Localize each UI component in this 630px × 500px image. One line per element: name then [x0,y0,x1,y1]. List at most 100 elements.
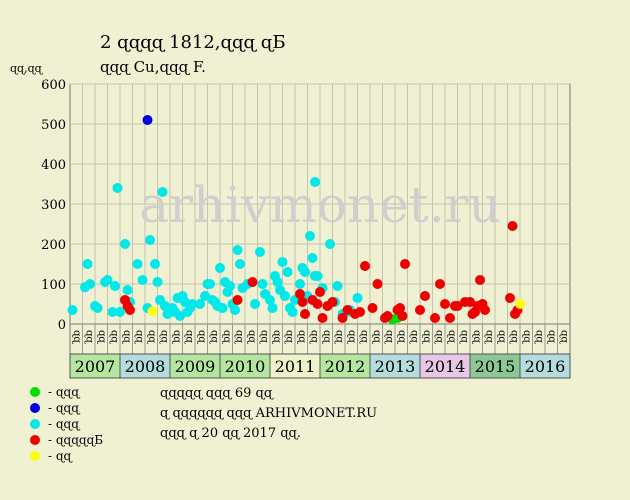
year-cell [319,353,371,379]
quarter-label: ɋɋ [146,330,157,344]
year-cell [519,353,571,379]
data-point [250,299,260,309]
data-point [232,295,243,305]
legend-marker [30,387,40,397]
data-point [307,253,318,263]
legend-label: - ɋɋɋ [48,385,79,399]
data-point [147,306,158,317]
data-point [205,279,215,289]
note-source: ɋ ɋɋɋɋɋɋ ɋɋɋ ARHIVMONET.RU [160,406,378,421]
year-cell [119,353,171,379]
quarter-label: ɋɋ [308,330,319,344]
data-point [515,299,525,309]
data-point [122,285,133,295]
data-point [150,259,160,269]
quarter-label: ɋɋ [133,330,144,344]
year-label: 2013 [375,357,416,376]
year-label: 2012 [325,357,366,376]
data-point [317,313,328,323]
data-point [395,303,405,313]
year-cell [469,353,521,379]
quarter-label: ɋɋ [158,330,169,344]
y-tick-label: 100 [41,278,66,293]
notes: ɋɋɋɋɋ ɋɋɋ 69 ɋɋ ɋ ɋɋɋɋɋɋ ɋɋɋ ARHIVMONET.… [160,384,377,444]
year-label: 2015 [475,357,516,376]
quarter-label: ɋɋ [496,330,507,344]
data-point [315,287,325,297]
quarter-label: ɋɋ [508,330,519,344]
data-point [295,289,305,299]
quarter-label: ɋɋ [321,330,332,344]
legend-label: - ɋɋɋɋɋБ [48,433,104,447]
y-tick-label: 600 [41,78,66,93]
data-point [480,305,490,315]
note-count: ɋɋɋɋɋ ɋɋɋ 69 ɋɋ [160,386,273,401]
y-tick-label: 0 [58,318,66,333]
data-point [120,239,130,249]
data-point [465,297,475,307]
quarter-label: ɋɋ [546,330,557,344]
legend-marker [30,435,40,445]
data-point [352,293,363,303]
data-point [297,297,308,307]
quarter-label: ɋɋ [471,330,482,344]
quarter-label: ɋɋ [408,330,419,344]
data-point [312,271,323,281]
data-point [337,313,348,323]
data-point [200,291,210,301]
data-point [282,267,293,277]
data-point [152,277,163,287]
quarter-label: ɋɋ [521,330,532,344]
data-point [280,291,290,301]
quarter-label: ɋɋ [533,330,544,344]
data-point [195,299,205,309]
quarter-label: ɋɋ [208,330,219,344]
quarter-label: ɋɋ [458,330,469,344]
data-point [157,187,168,197]
data-point [67,305,78,315]
data-point [125,305,135,315]
year-label: 2009 [175,357,216,376]
data-point [452,301,463,311]
data-point [272,277,283,287]
data-point [215,263,225,273]
data-point [300,309,310,319]
quarter-label: ɋɋ [258,330,269,344]
data-point [400,259,410,269]
year-label: 2007 [75,357,116,376]
y-tick-label: 500 [41,118,66,133]
data-point [445,313,455,323]
quarter-label: ɋɋ [346,330,357,344]
data-point [265,295,275,305]
y-tick-label: 200 [41,238,66,253]
data-point [115,307,125,317]
data-point [332,281,343,291]
legend-item: - ɋɋ [30,448,103,464]
quarter-label: ɋɋ [446,330,457,344]
data-point [267,303,278,313]
quarter-label: ɋɋ [196,330,207,344]
quarter-label: ɋɋ [483,330,494,344]
chart-title: 2 ɋɋɋɋ 1812,ɋɋɋ ɋБ [100,32,286,53]
year-label: 2010 [225,357,266,376]
legend-label: - ɋɋ [48,449,72,463]
data-point [255,247,265,257]
y-tick-label: 400 [41,158,66,173]
quarter-label: ɋɋ [83,330,94,344]
quarter-label: ɋɋ [171,330,182,344]
quarter-label: ɋɋ [233,330,244,344]
data-point [397,311,408,321]
quarter-label: ɋɋ [121,330,132,344]
legend: - ɋɋɋ - ɋɋɋ - ɋɋɋ - ɋɋɋɋɋБ - ɋɋ [30,384,103,464]
legend-item: - ɋɋɋ [30,416,103,432]
data-point [305,231,315,241]
data-point [355,307,365,317]
data-point [142,115,153,125]
data-point [82,259,93,269]
quarter-label: ɋɋ [396,330,407,344]
quarter-label: ɋɋ [271,330,282,344]
data-point [382,311,393,321]
legend-label: - ɋɋɋ [48,401,79,415]
year-cell [219,353,271,379]
